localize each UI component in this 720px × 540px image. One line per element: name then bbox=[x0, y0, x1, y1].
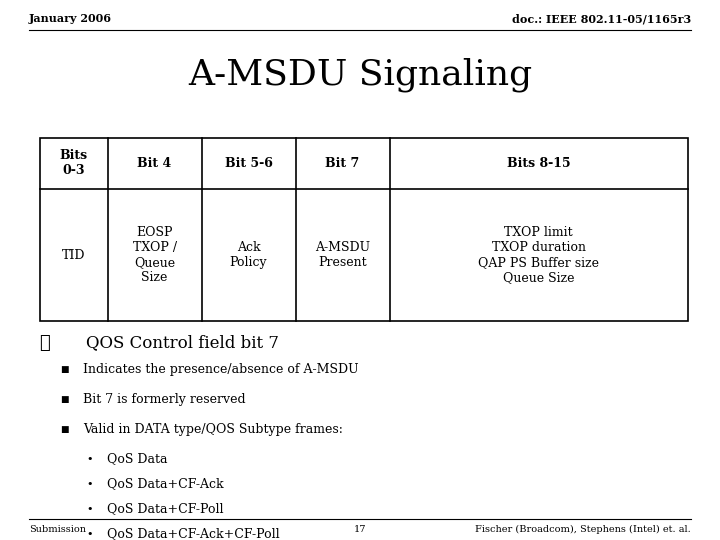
Text: •: • bbox=[86, 479, 94, 489]
Text: Bit 7 is formerly reserved: Bit 7 is formerly reserved bbox=[83, 393, 246, 406]
Text: Valid in DATA type/QOS Subtype frames:: Valid in DATA type/QOS Subtype frames: bbox=[83, 423, 343, 436]
Text: Ack
Policy: Ack Policy bbox=[230, 241, 267, 269]
Text: QoS Data+CF-Ack+CF-Poll: QoS Data+CF-Ack+CF-Poll bbox=[107, 527, 279, 540]
Text: ■: ■ bbox=[60, 395, 69, 404]
Text: Bit 4: Bit 4 bbox=[138, 157, 172, 170]
Text: A-MSDU Signaling: A-MSDU Signaling bbox=[188, 57, 532, 92]
Text: EOSP
TXOP /
Queue
Size: EOSP TXOP / Queue Size bbox=[132, 226, 176, 284]
Text: QoS Data+CF-Ack: QoS Data+CF-Ack bbox=[107, 477, 223, 490]
Text: ■: ■ bbox=[60, 366, 69, 374]
Text: QoS Data: QoS Data bbox=[107, 453, 167, 465]
Text: ■: ■ bbox=[60, 425, 69, 434]
Text: TXOP limit
TXOP duration
QAP PS Buffer size
Queue Size: TXOP limit TXOP duration QAP PS Buffer s… bbox=[478, 226, 599, 284]
Text: •: • bbox=[86, 504, 94, 514]
Text: A-MSDU
Present: A-MSDU Present bbox=[315, 241, 370, 269]
Text: Fischer (Broadcom), Stephens (Intel) et. al.: Fischer (Broadcom), Stephens (Intel) et.… bbox=[475, 525, 691, 534]
Text: doc.: IEEE 802.11-05/1165r3: doc.: IEEE 802.11-05/1165r3 bbox=[512, 14, 691, 24]
Text: Bits
0-3: Bits 0-3 bbox=[60, 150, 88, 177]
Text: •: • bbox=[86, 454, 94, 464]
Text: ℘: ℘ bbox=[40, 334, 50, 352]
Text: Bits 8-15: Bits 8-15 bbox=[507, 157, 570, 170]
Text: •: • bbox=[86, 529, 94, 538]
Text: QoS Data+CF-Poll: QoS Data+CF-Poll bbox=[107, 502, 223, 515]
Text: Bit 5-6: Bit 5-6 bbox=[225, 157, 272, 170]
Bar bbox=[40, 138, 688, 321]
Text: QOS Control field bit 7: QOS Control field bit 7 bbox=[86, 334, 279, 352]
Text: Indicates the presence/absence of A-MSDU: Indicates the presence/absence of A-MSDU bbox=[83, 363, 359, 376]
Text: Bit 7: Bit 7 bbox=[325, 157, 360, 170]
Text: TID: TID bbox=[62, 248, 86, 262]
Text: January 2006: January 2006 bbox=[29, 14, 112, 24]
Text: Submission: Submission bbox=[29, 525, 86, 534]
Text: 17: 17 bbox=[354, 525, 366, 534]
